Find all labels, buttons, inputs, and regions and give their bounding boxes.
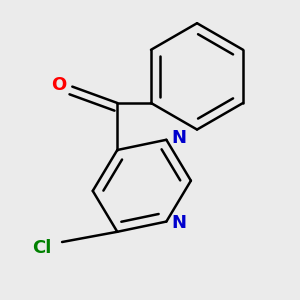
Text: O: O xyxy=(52,76,67,94)
Text: N: N xyxy=(171,214,186,232)
Text: N: N xyxy=(171,129,186,147)
Text: Cl: Cl xyxy=(32,239,51,257)
